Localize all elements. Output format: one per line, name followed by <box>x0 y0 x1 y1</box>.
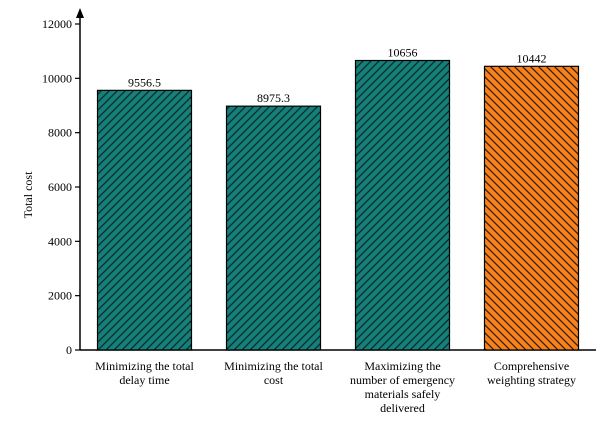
bar <box>483 65 580 351</box>
bar <box>354 59 451 351</box>
x-tick-label: Minimizing the total cost <box>224 359 323 387</box>
y-axis-title: Total cost <box>21 171 35 218</box>
x-tick-label: Minimizing the total delay time <box>95 359 194 387</box>
bar <box>225 105 322 351</box>
y-tick-label: 8000 <box>48 126 72 140</box>
bars <box>96 59 580 351</box>
bar-value-label: 9556.5 <box>128 75 161 89</box>
x-tick-label: Maximizing the number of emergency materia… <box>350 359 455 415</box>
bar-value-label: 8975.3 <box>257 91 290 105</box>
y-tick-label: 10000 <box>42 71 72 85</box>
y-axis-arrow <box>76 8 84 18</box>
bar-value-label: 10442 <box>517 51 547 65</box>
y-tick-label: 6000 <box>48 180 72 194</box>
y-tick-label: 12000 <box>42 17 72 31</box>
labels: 9556.5 Minimizing the total delay time 8975… <box>95 46 576 415</box>
y-tick-label: 4000 <box>48 234 72 248</box>
y-tick-label: 0 <box>66 343 72 357</box>
y-tick-label: 2000 <box>48 289 72 303</box>
bar-value-label: 10656 <box>388 46 418 60</box>
x-tick-label: Comprehensive weighting strategy <box>487 359 576 387</box>
bar <box>96 89 193 351</box>
